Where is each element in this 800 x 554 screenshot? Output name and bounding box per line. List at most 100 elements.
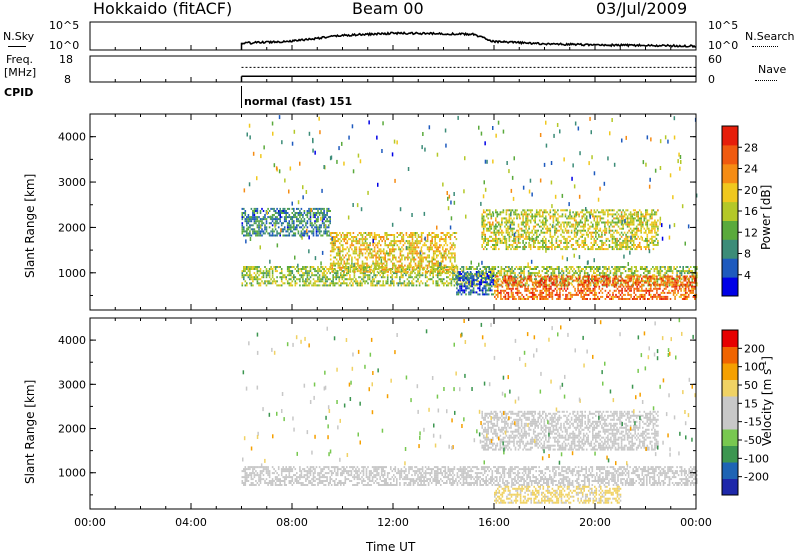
data-cell	[599, 268, 601, 270]
data-cell	[355, 242, 358, 245]
data-cell	[363, 238, 365, 241]
data-cell	[390, 234, 393, 236]
data-cell	[577, 278, 580, 281]
data-cell	[518, 298, 520, 300]
data-cell	[447, 272, 450, 275]
data-cell	[595, 231, 597, 234]
data-cell	[419, 262, 421, 265]
data-cell	[391, 268, 394, 270]
data-cell	[541, 298, 543, 300]
data-cell	[419, 258, 421, 261]
data-cell	[297, 218, 300, 221]
data-cell	[314, 220, 316, 223]
data-cell	[259, 268, 262, 270]
data-cell	[510, 287, 513, 290]
data-cell	[283, 210, 286, 212]
data-cell	[524, 277, 526, 280]
data-cell	[399, 258, 402, 261]
data-cell	[542, 285, 545, 288]
data-cell	[542, 213, 544, 216]
data-cell	[463, 279, 466, 282]
data-cell	[250, 220, 253, 223]
data-cell	[594, 283, 596, 286]
data-cell	[604, 279, 607, 282]
data-cell	[621, 298, 623, 300]
data-cell	[620, 266, 622, 268]
data-cell	[546, 229, 549, 232]
data-cell	[502, 237, 505, 240]
data-cell	[692, 277, 695, 280]
data-cell	[370, 282, 372, 285]
data-cell	[285, 234, 287, 237]
data-cell	[595, 281, 598, 284]
data-cell	[343, 280, 345, 283]
data-cell	[641, 293, 643, 296]
data-cell	[288, 226, 291, 229]
data-cell	[635, 268, 637, 270]
data-cell	[334, 238, 336, 241]
data-cell	[592, 298, 595, 300]
data-cell	[636, 277, 638, 280]
data-cell	[327, 207, 330, 210]
data-cell	[349, 246, 352, 249]
data-cell	[526, 223, 529, 226]
data-cell	[441, 278, 444, 281]
data-cell	[633, 274, 636, 277]
data-cell	[540, 231, 543, 234]
data-cell	[435, 256, 438, 259]
data-cell	[684, 285, 687, 288]
data-cell	[250, 276, 253, 279]
data-cell	[552, 268, 554, 270]
data-cell	[309, 216, 312, 219]
data-cell	[459, 287, 461, 290]
data-cell	[419, 268, 421, 271]
data-cell	[523, 213, 526, 216]
data-cell	[256, 210, 259, 212]
data-cell	[244, 214, 247, 216]
data-cell	[264, 216, 266, 219]
data-cell	[435, 260, 438, 263]
data-cell	[366, 242, 368, 245]
data-cell	[674, 279, 676, 282]
data-cell	[550, 287, 552, 290]
data-cell	[286, 274, 289, 277]
data-cell	[449, 268, 451, 270]
data-cell	[674, 287, 676, 290]
data-cell	[399, 278, 401, 281]
data-cell	[356, 282, 359, 285]
data-cell	[591, 291, 593, 294]
data-cell	[317, 278, 319, 281]
data-cell	[511, 239, 514, 242]
data-cell	[258, 278, 260, 281]
data-cell	[432, 256, 435, 259]
data-cell	[303, 212, 306, 214]
data-cell	[435, 244, 438, 247]
data-cell	[596, 221, 599, 224]
data-cell	[694, 287, 696, 290]
data-cell	[582, 229, 585, 232]
data-cell	[429, 272, 431, 275]
data-cell	[258, 220, 260, 223]
data-cell	[366, 250, 368, 253]
data-cell	[241, 212, 244, 214]
data-cell	[615, 293, 617, 296]
data-cell	[282, 274, 284, 277]
data-cell	[418, 276, 421, 279]
data-cell	[490, 239, 493, 242]
data-cell	[241, 270, 244, 273]
data-cell	[253, 216, 256, 219]
data-cell	[454, 246, 456, 249]
data-cell	[556, 266, 559, 268]
data-cell	[323, 207, 325, 210]
data-cell	[375, 238, 377, 241]
data-cell	[449, 270, 452, 273]
data-cell	[352, 238, 355, 241]
data-cell	[563, 231, 565, 234]
data-cell	[352, 252, 355, 255]
data-cell	[440, 252, 443, 255]
data-cell	[459, 285, 461, 288]
data-cell	[520, 235, 523, 238]
data-cell	[675, 293, 678, 296]
data-cell	[271, 272, 274, 275]
data-cell	[548, 277, 551, 280]
